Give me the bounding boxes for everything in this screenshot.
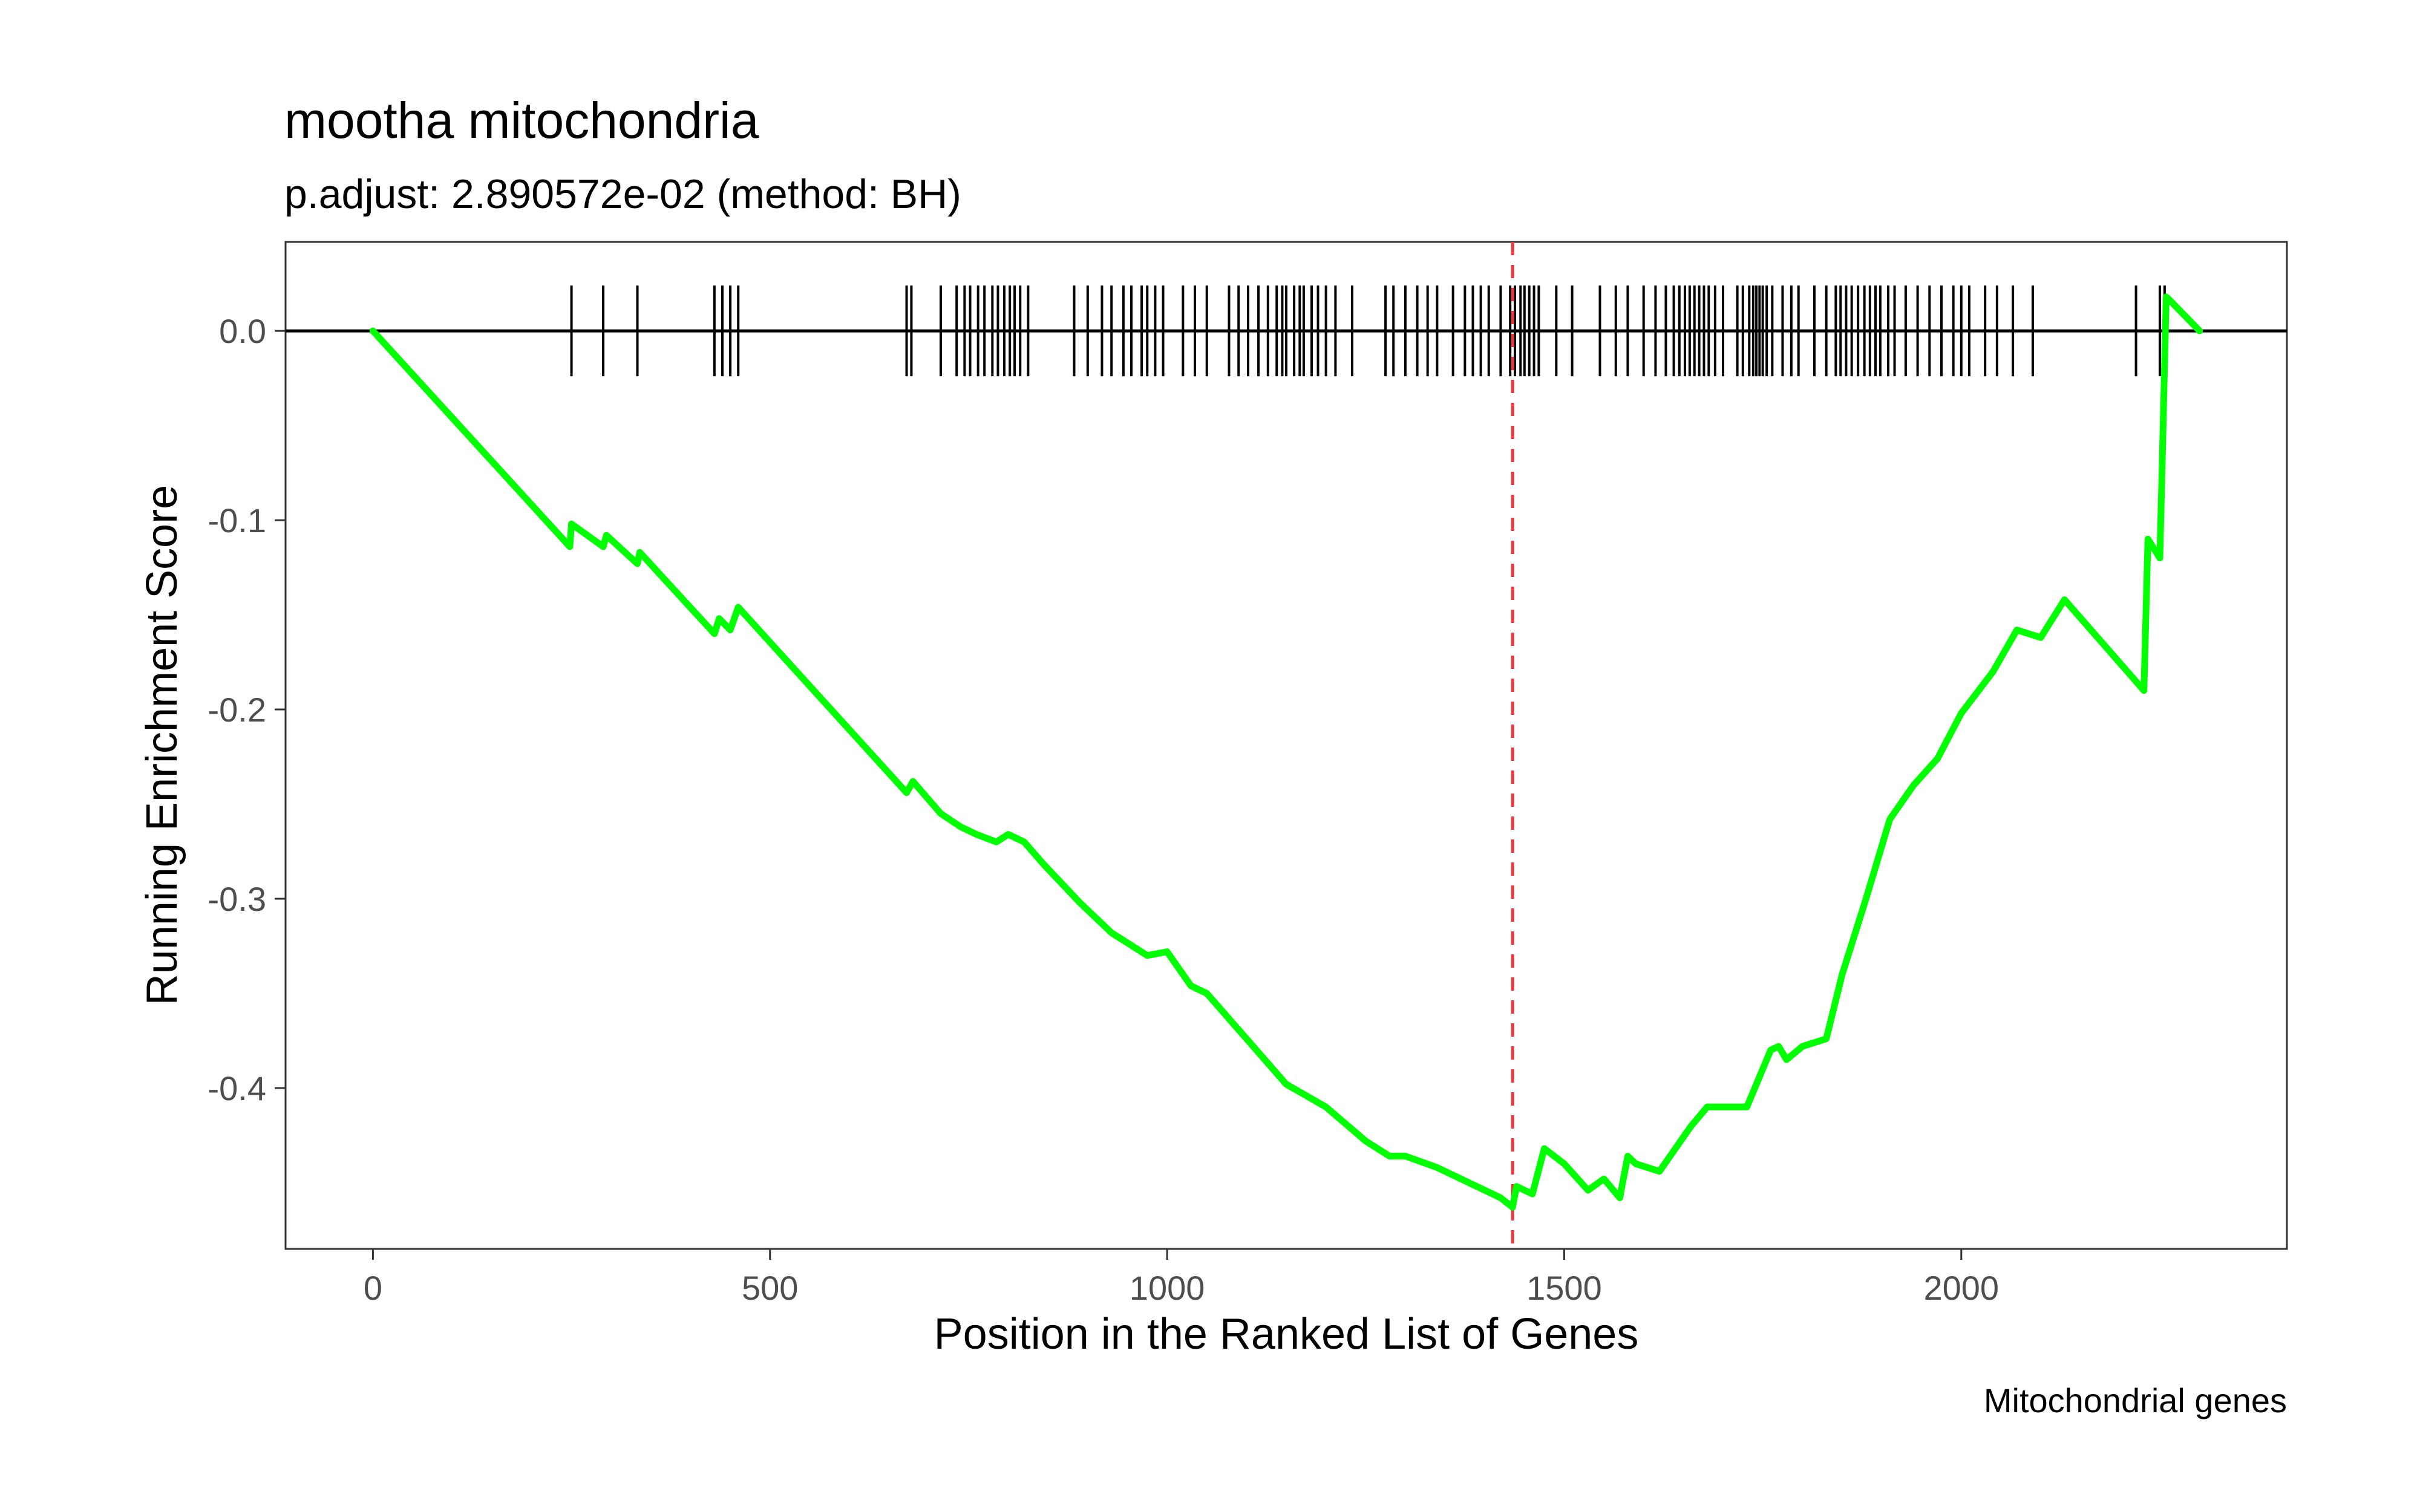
x-tick-label: 500 <box>742 1269 798 1307</box>
x-tick-label: 0 <box>364 1269 382 1307</box>
running-enrichment-score-line <box>369 293 2203 1211</box>
y-tick-label: 0.0 <box>219 312 266 350</box>
y-tick-label: -0.2 <box>208 691 267 729</box>
x-tick-label: 1500 <box>1526 1269 1602 1307</box>
y-tick-label: -0.4 <box>208 1069 267 1107</box>
series-layer <box>369 293 2203 1211</box>
y-axis-title: Running Enrichment Score <box>138 485 186 1005</box>
y-tick-label: -0.3 <box>208 880 267 918</box>
y-tick-label: -0.1 <box>208 501 267 539</box>
x-tick-label: 1000 <box>1130 1269 1205 1307</box>
chart-subtitle: p.adjust: 2.890572e-02 (method: BH) <box>284 171 961 217</box>
plot-panel <box>284 241 2288 1250</box>
tick-labels: 0 500 1000 1500 2000 0.0 -0.1 -0.2 -0.3 -0.4 <box>208 312 2000 1307</box>
chart-title: mootha mitochondria <box>284 92 759 149</box>
x-tick-label: 2000 <box>1924 1269 2000 1307</box>
axis-ticks <box>275 330 1963 1260</box>
chart-caption: Mitochondrial genes <box>1984 1381 2287 1419</box>
x-axis-title: Position in the Ranked List of Genes <box>934 1310 1639 1358</box>
